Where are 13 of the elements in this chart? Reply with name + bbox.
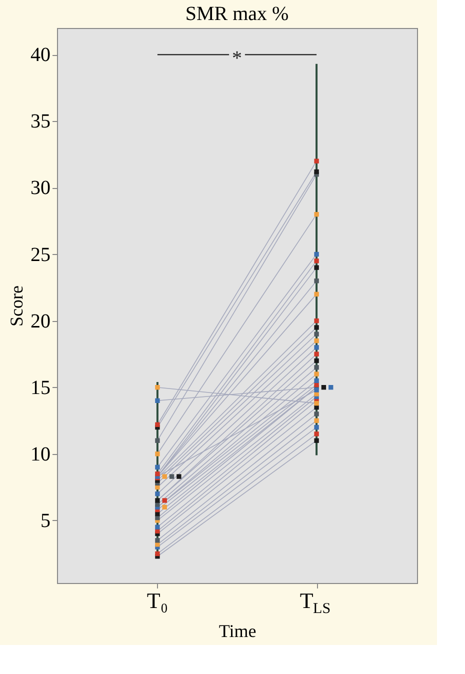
chart-title: SMR max % — [185, 3, 289, 25]
y-tick-label: 30 — [30, 177, 50, 200]
y-tick-label: 5 — [40, 510, 50, 532]
y-tick-label: 20 — [30, 310, 50, 332]
y-tick-label: 10 — [30, 443, 50, 466]
annotation: * — [232, 48, 242, 70]
x-tick-label: T₀ — [146, 588, 168, 613]
y-tick-label: 15 — [30, 376, 50, 399]
y-tick-label: 35 — [30, 110, 50, 133]
y-axis-title: Score — [6, 286, 26, 326]
y-tick-label: 25 — [30, 244, 50, 266]
y-tick-label: 40 — [30, 44, 50, 66]
x-axis-title: Time — [218, 621, 256, 641]
